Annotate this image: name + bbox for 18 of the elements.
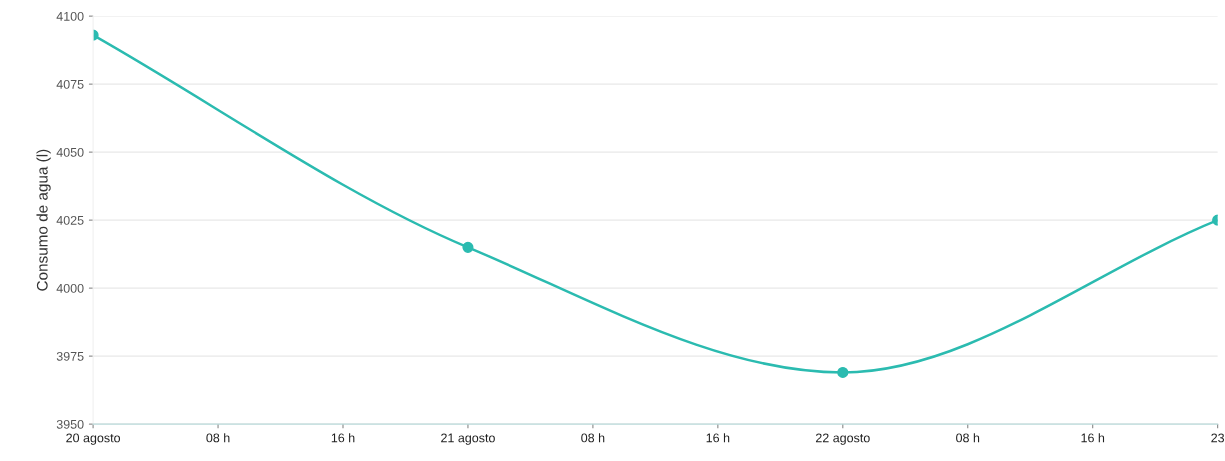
x-tick-label: 08 h xyxy=(581,433,605,443)
y-tick-label: 4100 xyxy=(56,11,84,21)
y-tick-label: 3950 xyxy=(56,419,84,429)
x-tick-label: 16 h xyxy=(331,433,355,443)
x-tick-label: 16 h xyxy=(1081,433,1105,443)
y-tick-label: 4050 xyxy=(56,147,84,157)
x-tick-label: 20 agosto xyxy=(66,433,121,445)
x-tick-label: 22 agosto xyxy=(815,433,870,445)
y-tick-label: 4000 xyxy=(56,283,84,293)
y-tick-label: 3975 xyxy=(56,351,84,361)
y-axis-title: Consumo de agua (l) xyxy=(36,149,51,291)
x-tick-label: 08 h xyxy=(956,433,980,443)
x-tick-label: 23 xyxy=(1211,433,1225,443)
y-tick-label: 4025 xyxy=(56,215,84,225)
x-tick-label: 08 h xyxy=(206,433,230,443)
y-tick-label: 4075 xyxy=(56,79,84,89)
x-tick-label: 21 agosto xyxy=(441,433,495,445)
x-tick-label: 16 h xyxy=(706,433,730,443)
